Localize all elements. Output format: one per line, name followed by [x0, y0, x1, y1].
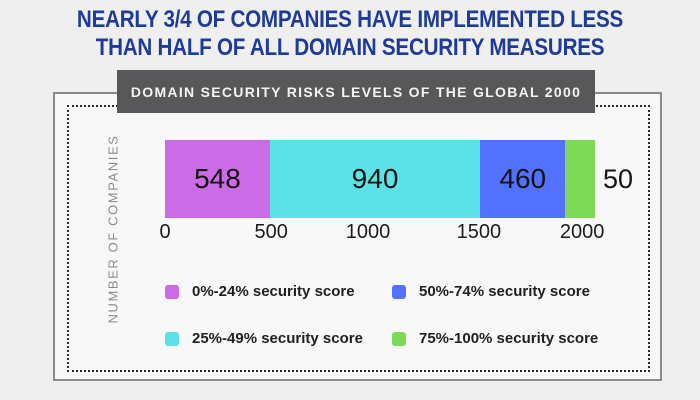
- bar-segment-value: 548: [194, 163, 241, 194]
- legend-item-0: 0%-24% security score: [165, 283, 392, 300]
- x-axis-tick: 0: [159, 221, 171, 243]
- y-axis-label: NUMBER OF COMPANIES: [105, 134, 121, 324]
- bar-segment-0: 548: [165, 140, 270, 218]
- stacked-bar: 548 940 460: [165, 140, 595, 218]
- legend-label: 50%-74% security score: [419, 283, 590, 300]
- bar-outside-value: 50: [603, 163, 634, 194]
- page-title: NEARLY 3/4 OF COMPANIES HAVE IMPLEMENTED…: [49, 6, 651, 63]
- x-axis-tick: 500: [254, 221, 288, 243]
- chart-header-label: DOMAIN SECURITY RISKS LEVELS OF THE GLOB…: [130, 83, 582, 100]
- legend-label: 75%-100% security score: [419, 330, 599, 347]
- bar-segment-3: [565, 140, 595, 218]
- page-title-line2: THAN HALF OF ALL DOMAIN SECURITY MEASURE…: [95, 34, 605, 62]
- bar-segment-1: 940: [269, 140, 481, 218]
- legend-item-2: 50%-74% security score: [392, 283, 598, 300]
- chart-header-bar: DOMAIN SECURITY RISKS LEVELS OF THE GLOB…: [117, 70, 595, 113]
- x-axis-tick: 2000: [559, 221, 605, 243]
- legend: 0%-24% security score 25%-49% security sc…: [165, 283, 598, 347]
- page-title-line1: NEARLY 3/4 OF COMPANIES HAVE IMPLEMENTED…: [76, 6, 624, 33]
- legend-item-3: 75%-100% security score: [392, 330, 598, 347]
- legend-label: 0%-24% security score: [192, 283, 355, 300]
- bar-segment-2: 460: [480, 140, 566, 218]
- x-axis-tick: 1000: [345, 221, 391, 243]
- legend-item-1: 25%-49% security score: [165, 330, 392, 347]
- x-axis: 0 500 1000 1500 2000: [159, 221, 604, 245]
- x-axis-tick: 1500: [456, 221, 502, 243]
- legend-label: 25%-49% security score: [192, 330, 363, 347]
- bar-segment-value: 940: [351, 163, 399, 194]
- legend-swatch: [392, 284, 406, 299]
- legend-swatch: [165, 331, 179, 346]
- bar-segment-value: 460: [499, 163, 547, 194]
- legend-swatch: [165, 284, 179, 299]
- legend-swatch: [392, 331, 406, 346]
